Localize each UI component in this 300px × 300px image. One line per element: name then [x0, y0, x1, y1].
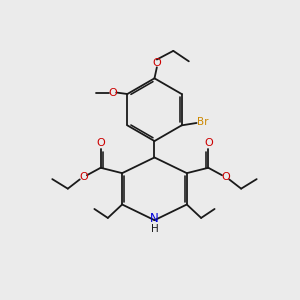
Text: O: O: [96, 138, 105, 148]
Text: O: O: [108, 88, 117, 98]
Text: H: H: [151, 224, 158, 233]
Text: N: N: [150, 212, 159, 225]
Text: O: O: [204, 138, 213, 148]
Text: Br: Br: [197, 117, 209, 128]
Text: O: O: [221, 172, 230, 182]
Text: O: O: [79, 172, 88, 182]
Text: O: O: [152, 58, 161, 68]
